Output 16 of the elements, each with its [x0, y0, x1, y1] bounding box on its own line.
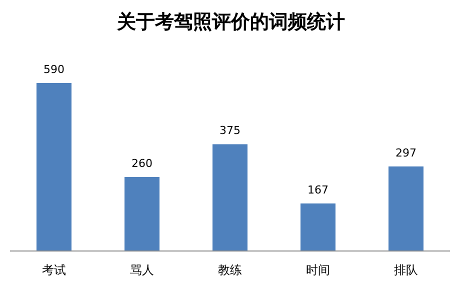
bar [212, 144, 248, 251]
bar [124, 176, 160, 251]
chart-title: 关于考驾照评价的词频统计 [116, 11, 345, 33]
data-label: 260 [132, 156, 152, 170]
data-label: 297 [396, 146, 416, 160]
bar [388, 166, 424, 251]
x-tick-label: 时间 [306, 263, 330, 277]
x-tick-label: 骂人 [130, 263, 154, 277]
bar [300, 203, 336, 251]
x-tick-label: 考试 [42, 263, 66, 277]
data-label: 590 [44, 63, 64, 76]
data-label: 167 [308, 183, 328, 196]
x-tick-label: 教练 [218, 263, 242, 277]
data-label: 375 [220, 124, 240, 138]
x-tick-label: 排队 [394, 263, 418, 277]
bar [36, 83, 72, 251]
